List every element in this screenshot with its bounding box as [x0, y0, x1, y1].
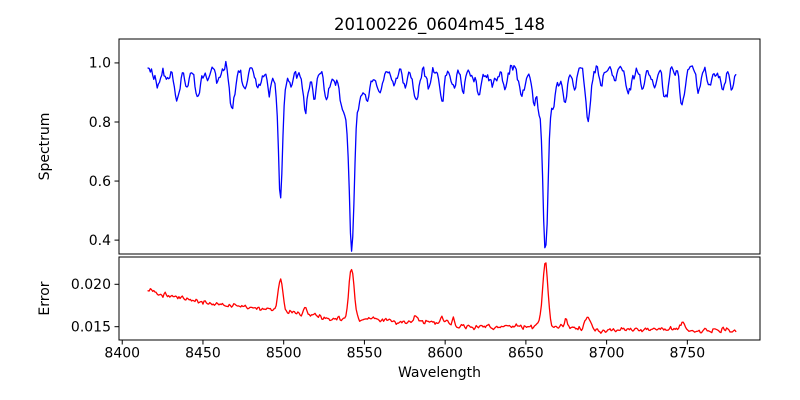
chart-title: 20100226_0604m45_148 — [334, 15, 545, 35]
x-tick-label: 8500 — [266, 346, 302, 362]
y-tick-label: 0.020 — [71, 277, 111, 293]
spectrum-y-axis-label: Spectrum — [37, 113, 53, 181]
spectrum-panel-border — [118, 38, 761, 255]
y-tick-label: 1.0 — [89, 56, 111, 72]
y-tick-label: 0.4 — [89, 233, 111, 249]
y-tick-label: 0.015 — [71, 319, 111, 335]
x-axis-label: Wavelength — [398, 365, 481, 381]
x-tick-label: 8650 — [508, 346, 544, 362]
y-tick-label: 0.8 — [89, 115, 111, 131]
axis-ticks-layer: 8400 8450 8500 8550 8600 8650 8700 8750 0.4 0.6 0.… — [71, 56, 705, 362]
y-tick-label: 0.6 — [89, 174, 111, 190]
error-line — [147, 262, 737, 334]
error-y-axis-label: Error — [37, 281, 53, 315]
error-panel-border — [118, 256, 761, 341]
x-tick-label: 8400 — [104, 346, 140, 362]
x-tick-label: 8550 — [347, 346, 383, 362]
x-tick-label: 8450 — [185, 346, 221, 362]
x-tick-label: 8700 — [589, 346, 625, 362]
x-tick-label: 8600 — [427, 346, 463, 362]
x-tick-label: 8750 — [670, 346, 706, 362]
plot-series-layer — [147, 60, 737, 334]
spectrum-line — [147, 60, 737, 252]
